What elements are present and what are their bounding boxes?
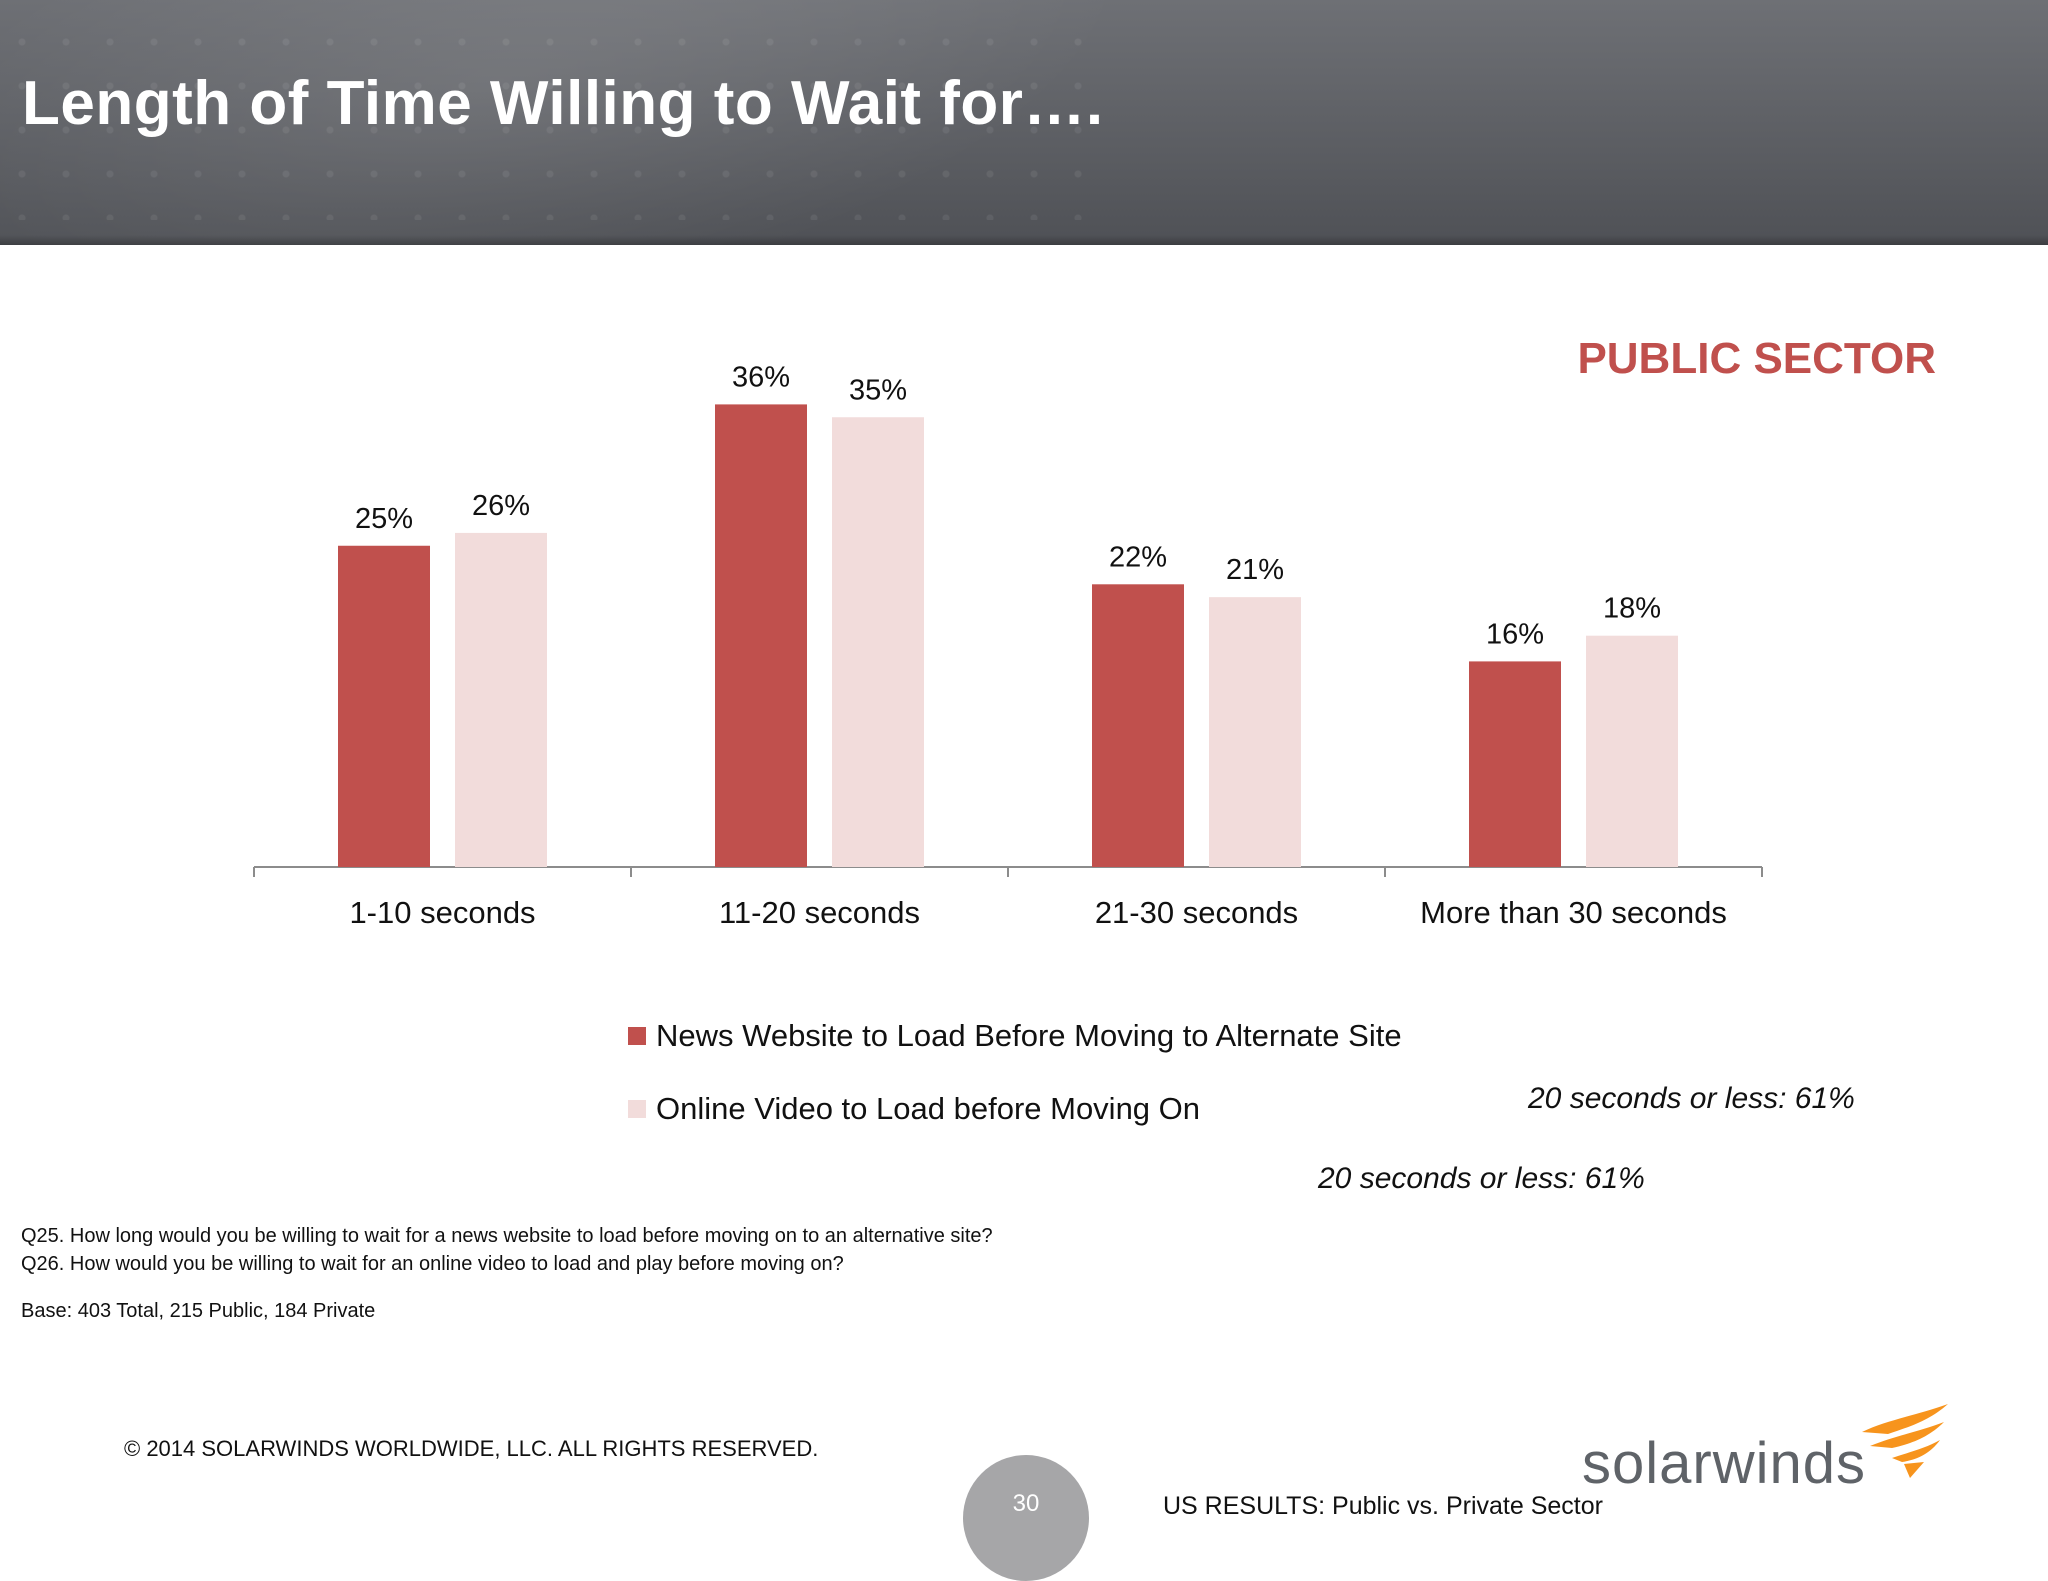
- question-q26: Q26. How would you be willing to wait fo…: [21, 1253, 844, 1275]
- survey-questions: Q25. How long would you be willing to wa…: [21, 1222, 993, 1278]
- slide-title: Length of Time Willing to Wait for….: [22, 69, 1104, 138]
- data-label: 36%: [732, 361, 790, 393]
- bar-chart: 25% 26% 1-10 seconds 36% 35% 11-20 seconds 22%…: [253, 361, 1763, 930]
- sector-label: PUBLIC SECTOR: [1577, 334, 1936, 383]
- bar-news: [1092, 584, 1184, 867]
- footer-results-label: US RESULTS: Public vs. Private Sector: [1163, 1492, 1603, 1520]
- data-label: 18%: [1603, 593, 1661, 625]
- x-tick-label: 21-30 seconds: [1095, 895, 1298, 930]
- legend-label-news: News Website to Load Before Moving to Al…: [656, 1018, 1402, 1053]
- bar-news: [1469, 661, 1561, 867]
- copyright-text: © 2014 SOLARWINDS WORLDWIDE, LLC. ALL RI…: [124, 1436, 819, 1461]
- base-note: Base: 403 Total, 215 Public, 184 Private: [21, 1300, 376, 1322]
- x-tick-label: 11-20 seconds: [719, 895, 920, 930]
- header-dot-pattern: [0, 20, 1100, 220]
- bar-news: [338, 545, 430, 867]
- bar-video: [1209, 597, 1301, 867]
- bar-video: [455, 532, 547, 867]
- bar-video: [832, 417, 924, 867]
- data-label: 35%: [849, 374, 907, 406]
- bar-video: [1586, 635, 1678, 867]
- header-banner: Length of Time Willing to Wait for….: [0, 0, 2048, 245]
- summary-note-video: 20 seconds or less: 61%: [1528, 1082, 1855, 1115]
- page-number: 30: [1012, 1490, 1040, 1517]
- legend-item-news: News Website to Load Before Moving to Al…: [628, 1016, 1402, 1056]
- summary-note-news: 20 seconds or less: 61%: [1318, 1162, 1645, 1195]
- data-label: 26%: [472, 490, 530, 522]
- x-tick-label: More than 30 seconds: [1420, 895, 1727, 930]
- legend-swatch-news: [628, 1027, 646, 1045]
- legend-label-video: Online Video to Load before Moving On: [656, 1091, 1201, 1126]
- data-label: 22%: [1109, 541, 1167, 573]
- page-number-badge: [963, 1455, 1089, 1581]
- solarwinds-flame-icon: [1862, 1404, 1948, 1478]
- x-tick-label: 1-10 seconds: [349, 895, 535, 930]
- question-q25: Q25. How long would you be willing to wa…: [21, 1225, 993, 1247]
- data-label: 21%: [1226, 554, 1284, 586]
- data-label: 25%: [355, 503, 413, 535]
- data-label: 16%: [1486, 618, 1544, 650]
- header-shadow-edge: [0, 235, 2048, 245]
- chart-legend: News Website to Load Before Moving to Al…: [628, 1016, 1402, 1162]
- legend-swatch-video: [628, 1100, 646, 1118]
- bar-news: [715, 404, 807, 867]
- solarwinds-logo-text: solarwinds: [1582, 1431, 1866, 1496]
- legend-item-video: Online Video to Load before Moving On: [628, 1089, 1402, 1129]
